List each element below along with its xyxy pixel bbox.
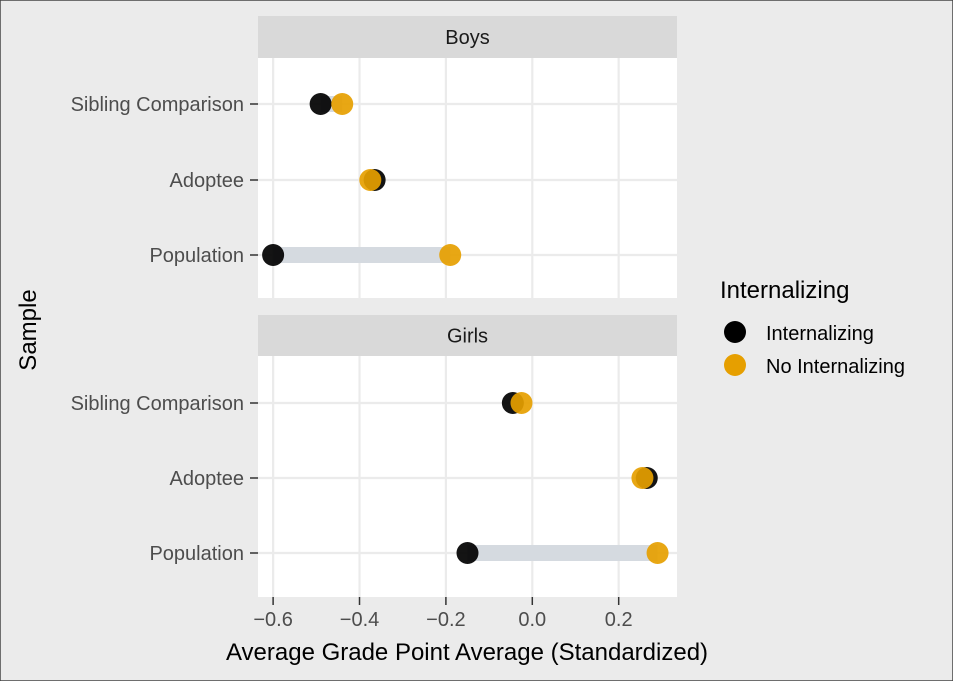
x-axis-title: Average Grade Point Average (Standardize…	[226, 639, 708, 666]
legend-key-no-internalizing	[724, 354, 746, 376]
point-no-internalizing-girls-1	[631, 467, 654, 489]
x-axis: −0.6 −0.4 −0.2 0.0 0.2	[253, 597, 633, 631]
point-no-internalizing-girls-0	[510, 392, 533, 414]
point-no-internalizing-boys-2	[439, 244, 462, 266]
x-tick-label-1: −0.4	[340, 609, 379, 631]
y-tick-label-boys-1: Adoptee	[169, 170, 244, 192]
point-internalizing-boys-0	[309, 93, 332, 115]
facet-boys: Boys Sibling Comparison Adoptee Population	[71, 16, 677, 298]
point-no-internalizing-boys-1	[359, 169, 382, 191]
point-internalizing-boys-2	[262, 244, 285, 266]
point-internalizing-girls-2	[456, 542, 479, 564]
strip-label-boys: Boys	[445, 27, 489, 49]
x-tick-label-4: 0.2	[605, 609, 633, 631]
facet-girls: Girls Sibling Comparison Adoptee Population	[71, 315, 677, 597]
legend-label-internalizing: Internalizing	[766, 323, 874, 345]
y-tick-label-boys-0: Sibling Comparison	[71, 94, 244, 116]
point-no-internalizing-girls-2	[646, 542, 669, 564]
y-axis-title: Sample	[15, 289, 42, 370]
legend-title: Internalizing	[720, 277, 849, 304]
x-tick-label-3: 0.0	[518, 609, 546, 631]
y-tick-label-girls-1: Adoptee	[169, 468, 244, 490]
strip-boys	[258, 16, 677, 58]
x-tick-label-2: −0.2	[426, 609, 465, 631]
legend-label-no-internalizing: No Internalizing	[766, 356, 905, 378]
legend-key-internalizing	[724, 321, 746, 343]
y-tick-label-boys-2: Population	[149, 245, 244, 267]
strip-girls	[258, 315, 677, 356]
legend: Internalizing Internalizing No Internali…	[720, 277, 905, 378]
y-tick-label-girls-0: Sibling Comparison	[71, 393, 244, 415]
x-tick-label-0: −0.6	[253, 609, 292, 631]
point-no-internalizing-boys-0	[331, 93, 354, 115]
strip-label-girls: Girls	[447, 326, 488, 348]
y-tick-label-girls-2: Population	[149, 543, 244, 565]
